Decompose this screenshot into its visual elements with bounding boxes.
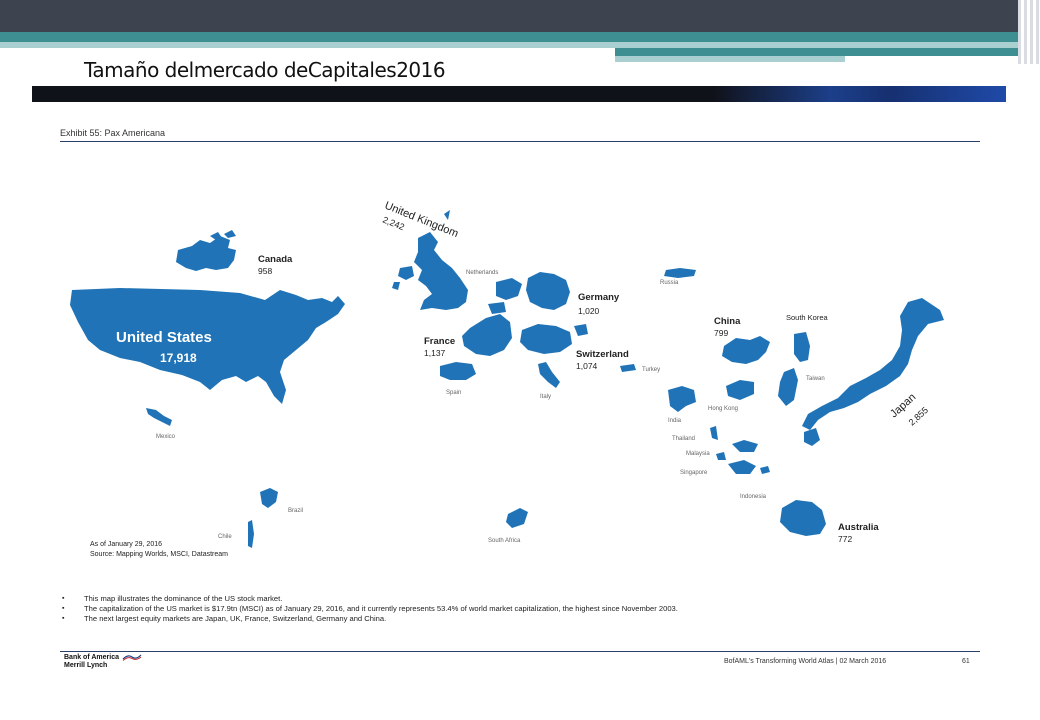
- country-shape-germany: [526, 272, 570, 310]
- country-shape-south-korea: [794, 332, 810, 362]
- country-shape-uk-islands: [392, 210, 450, 290]
- page-number: 61: [962, 658, 970, 665]
- country-shape-china: [722, 336, 770, 364]
- spain-label: Spain: [446, 390, 461, 396]
- germany-name-label: Germany: [578, 292, 620, 303]
- footer-source-text: BofAML's Transforming World Atlas | 02 M…: [724, 658, 887, 665]
- country-shape-canada: [176, 236, 236, 271]
- bank-logo: Bank of America Merrill Lynch: [64, 654, 119, 670]
- world-cartogram-map: United States 17,918 Canada 958 Mexico B…: [60, 150, 980, 580]
- switzerland-value-label: 1,074: [576, 361, 598, 371]
- source-date: As of January 29, 2016: [90, 541, 162, 548]
- italy-label: Italy: [540, 394, 551, 400]
- logo-line1: Bank of America: [64, 654, 119, 661]
- country-shape-russia: [664, 268, 696, 278]
- header-teal-band: [0, 32, 1018, 42]
- header-teal-accent: [615, 48, 1018, 56]
- china-value-label: 799: [714, 328, 728, 338]
- switzerland-name-label: Switzerland: [576, 349, 629, 360]
- germany-value-label: 1,020: [578, 306, 600, 316]
- country-shape-australia: [780, 500, 826, 536]
- country-shape-us: [70, 288, 345, 404]
- bullet-item: The next largest equity markets are Japa…: [62, 614, 982, 624]
- country-shape-taiwan: [778, 368, 798, 406]
- title-rule-bar: [32, 86, 1006, 102]
- logo-line2: Merrill Lynch: [64, 662, 108, 669]
- country-shape-brazil: [260, 488, 278, 508]
- canada-value-label: 958: [258, 266, 272, 276]
- malaysia-label: Malaysia: [686, 451, 710, 457]
- australia-name-label: Australia: [838, 522, 879, 533]
- taiwan-label: Taiwan: [806, 376, 825, 382]
- country-shape-turkey: [620, 364, 636, 372]
- brazil-label: Brazil: [288, 508, 303, 514]
- country-shape-south-africa: [506, 508, 528, 528]
- country-shape-austria: [574, 324, 588, 336]
- indonesia-label: Indonesia: [740, 494, 767, 500]
- flag-logo-icon: [122, 654, 142, 661]
- country-shape-netherlands: [496, 278, 522, 300]
- header-dark-band: [0, 0, 1018, 32]
- exhibit-divider: [60, 141, 980, 142]
- singapore-label: Singapore: [680, 470, 708, 476]
- header-teal-accent-light: [615, 56, 845, 62]
- source-text: Source: Mapping Worlds, MSCI, Datastream: [90, 551, 228, 558]
- country-shape-mexico: [146, 408, 172, 426]
- country-shape-switzerland: [520, 324, 572, 354]
- mexico-label: Mexico: [156, 434, 176, 440]
- bullet-item: The capitalization of the US market is $…: [62, 604, 982, 614]
- country-shape-france: [462, 314, 512, 356]
- country-shape-indonesia: [728, 460, 770, 474]
- country-shape-singapore: [716, 452, 726, 460]
- country-shape-italy: [538, 362, 560, 388]
- south-korea-label: South Korea: [786, 313, 829, 322]
- australia-value-label: 772: [838, 534, 852, 544]
- country-shape-uk: [414, 232, 468, 310]
- exhibit-label: Exhibit 55: Pax Americana: [60, 128, 166, 138]
- india-label: India: [668, 418, 682, 424]
- footer-divider: [60, 651, 980, 652]
- country-shape-malaysia: [732, 440, 758, 452]
- country-shape-hong-kong: [726, 380, 754, 400]
- country-shape-canada-islands: [210, 230, 236, 240]
- france-name-label: France: [424, 336, 455, 347]
- source-note: As of January 29, 2016 Source: Mapping W…: [90, 540, 228, 560]
- canada-name-label: Canada: [258, 254, 293, 265]
- slide-title: Tamaño delmercado deCapitales2016: [84, 58, 446, 82]
- us-name-label: United States: [116, 329, 212, 346]
- netherlands-label: Netherlands: [466, 270, 498, 276]
- thailand-label: Thailand: [672, 436, 695, 442]
- header-teal-light-band: [0, 42, 1018, 48]
- us-value-label: 17,918: [160, 351, 197, 365]
- turkey-label: Turkey: [642, 367, 660, 373]
- country-shape-japan-south: [804, 428, 820, 446]
- bullet-list: This map illustrates the dominance of th…: [62, 594, 982, 624]
- country-shape-belgium: [488, 302, 506, 314]
- south-africa-label: South Africa: [488, 538, 521, 544]
- france-value-label: 1,137: [424, 348, 446, 358]
- bullet-item: This map illustrates the dominance of th…: [62, 594, 982, 604]
- chile-label: Chile: [218, 534, 232, 540]
- country-shape-chile: [248, 520, 254, 548]
- china-name-label: China: [714, 316, 741, 327]
- japan-value-label: 2,855: [907, 405, 930, 428]
- header-right-strip: [1018, 0, 1040, 64]
- hong-kong-label: Hong Kong: [708, 406, 738, 412]
- country-shape-ireland: [398, 266, 414, 280]
- country-shape-spain: [440, 362, 476, 380]
- russia-label: Russia: [660, 280, 679, 286]
- country-shape-japan: [802, 298, 944, 430]
- country-shape-india: [668, 386, 696, 412]
- country-shape-thailand: [710, 426, 718, 440]
